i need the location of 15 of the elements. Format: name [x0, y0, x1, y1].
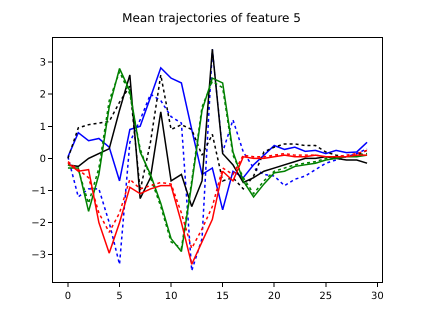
x-tick-label: 5	[116, 291, 123, 302]
x-tick-label: 30	[370, 291, 384, 302]
y-tick-label: 3	[40, 58, 46, 69]
x-tick-label: 20	[268, 291, 281, 302]
x-tick-label: 25	[319, 291, 332, 302]
y-tick-label: −1	[31, 186, 46, 197]
chart-title: Mean trajectories of feature 5	[122, 11, 301, 26]
y-tick-label: −2	[31, 218, 46, 230]
y-tick-label: 0	[40, 154, 46, 165]
y-tick-label: 1	[40, 122, 46, 133]
x-tick-label: 10	[164, 291, 178, 302]
x-tick-label: 15	[216, 291, 230, 302]
x-tick-label: 0	[64, 291, 72, 302]
y-tick-label: 2	[40, 90, 46, 101]
y-tick-label: −3	[31, 250, 46, 262]
